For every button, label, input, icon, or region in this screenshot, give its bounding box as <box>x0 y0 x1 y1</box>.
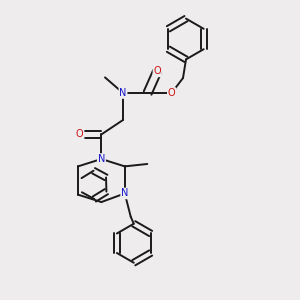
Text: O: O <box>76 129 84 140</box>
Text: O: O <box>153 66 161 76</box>
Text: O: O <box>168 88 176 98</box>
Text: N: N <box>98 154 105 164</box>
Text: N: N <box>119 88 127 98</box>
Text: N: N <box>121 188 128 198</box>
